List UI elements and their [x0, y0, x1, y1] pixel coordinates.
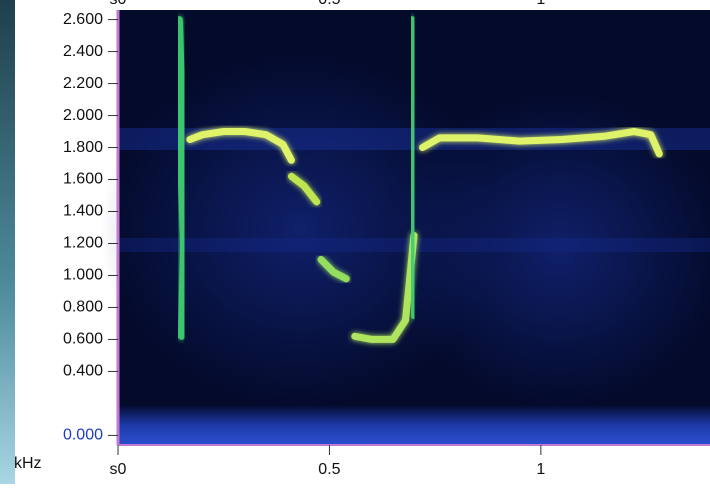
y-tick-label: 1.800 — [63, 139, 103, 156]
trace — [186, 128, 295, 164]
y-tick-label: 2.200 — [63, 75, 103, 92]
y-tick-label: 2.600 — [63, 11, 103, 28]
x-tick-label: 1 — [536, 461, 545, 478]
trace — [419, 128, 663, 158]
noise-haze — [100, 50, 500, 410]
y-axis-label: kHz — [14, 455, 42, 472]
x-tick-label: s0 — [110, 461, 127, 478]
y-tick-label: 1.200 — [63, 235, 103, 252]
trace — [408, 16, 418, 319]
y-tick-label: 0.400 — [63, 363, 103, 380]
noise-floor — [118, 405, 710, 445]
trace — [351, 232, 418, 343]
y-tick-label: 1.400 — [63, 203, 103, 220]
window-strip — [0, 0, 15, 484]
y-tick-label: 1.600 — [63, 171, 103, 188]
y-tick-label: 0.800 — [63, 299, 103, 316]
y-tick-label: 1.000 — [63, 267, 103, 284]
top-tick-label: s0 — [110, 0, 127, 8]
x-tick-label: 0.5 — [318, 461, 340, 478]
y-tick-label: 2.400 — [63, 43, 103, 60]
trace — [175, 16, 187, 340]
y-tick-label: 0.000 — [63, 427, 103, 444]
noise-haze — [390, 90, 710, 410]
y-tick-label: 2.000 — [63, 107, 103, 124]
top-tick-label: 1 — [536, 0, 545, 8]
y-tick-label: 0.600 — [63, 331, 103, 348]
trace — [317, 256, 350, 283]
top-tick-label: 0.5 — [318, 0, 340, 8]
traces — [175, 16, 667, 343]
trace — [287, 172, 321, 206]
